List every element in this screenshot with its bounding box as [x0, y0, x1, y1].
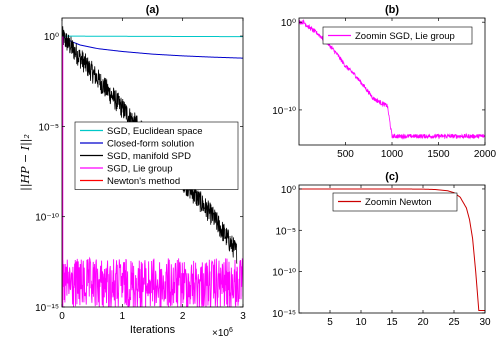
x-tick-label: 500 — [337, 149, 354, 160]
legend-box — [322, 26, 473, 45]
x-tick-label: 30 — [479, 317, 491, 328]
y-tick-label: 10⁻¹⁵ — [35, 303, 59, 314]
chart-c: 5 10 15 20 25 30 10⁰ 10⁻⁵ 10⁻¹⁰ 10⁻¹⁵ (c) Zoomin Ne… — [272, 171, 491, 328]
y-tick-label: 10⁻⁵ — [275, 226, 296, 237]
legend-label: Zoomin SGD, Lie group — [355, 31, 455, 42]
legend: Zoomin SGD, Lie group — [322, 26, 473, 45]
x-tick-label: 1500 — [427, 149, 450, 160]
y-tick-label: 10⁻¹⁰ — [35, 213, 59, 224]
y-tick-label: 10⁻¹⁰ — [272, 106, 296, 117]
series-line-4 — [62, 36, 243, 307]
series-line-1 — [62, 35, 243, 38]
chart-title: (c) — [385, 171, 399, 183]
x-tick-label: 1 — [120, 311, 126, 322]
x-tick-label: 2000 — [474, 149, 497, 160]
y-tick-label: 10⁻¹⁰ — [272, 268, 296, 279]
y-tick-label: 10⁰ — [281, 185, 296, 196]
x-tick-label: 25 — [448, 317, 460, 328]
y-tick-label: 10⁰ — [44, 32, 59, 43]
legend-box — [332, 192, 458, 212]
series-line-1 — [299, 18, 485, 140]
legend: SGD, Euclidean space Closed-form solution… — [74, 121, 239, 190]
plot-lines — [299, 18, 485, 140]
x-tick-label: 0 — [59, 311, 65, 322]
x-tick-label: 10 — [355, 317, 367, 328]
x-tick-label: 3 — [240, 311, 246, 322]
legend-label: SGD, Euclidean space — [107, 126, 203, 137]
axes-box — [61, 17, 244, 308]
legend-label: Zoomin Newton — [365, 197, 432, 208]
legend-label: Newton's method — [107, 176, 180, 187]
y-tick-label: 10⁻¹⁵ — [272, 309, 296, 320]
x-axis-label: Iterations — [130, 324, 176, 336]
legend-label: SGD, Lie group — [107, 164, 172, 175]
y-tick-label: 10⁰ — [281, 18, 296, 29]
x-tick-label: 2 — [180, 311, 186, 322]
x-tick-label: 1000 — [381, 149, 404, 160]
y-tick-label: 10⁻⁵ — [38, 122, 59, 133]
chart-b: 500 1000 1500 2000 10⁰ 10⁻¹⁰ (b) Zoomin SGD, Li… — [272, 4, 496, 160]
x-axis-exponent: ×106 — [212, 327, 233, 339]
y-axis-label: ||HP − I||₂ — [19, 134, 33, 191]
legend-label: SGD, manifold SPD — [107, 151, 191, 162]
series-line-2 — [62, 35, 243, 59]
x-tick-label: 20 — [417, 317, 429, 328]
x-tick-label: 15 — [386, 317, 398, 328]
chart-title: (a) — [146, 4, 160, 16]
chart-a: 0 1 2 3 10⁰ 10⁻⁵ 10⁻¹⁰ 10⁻¹⁵ (a) Iterations ×106 ||… — [19, 4, 246, 339]
x-tick-label: 5 — [327, 317, 333, 328]
chart-title: (b) — [385, 4, 399, 16]
legend-label: Closed-form solution — [107, 139, 194, 150]
legend: Zoomin Newton — [332, 192, 458, 212]
